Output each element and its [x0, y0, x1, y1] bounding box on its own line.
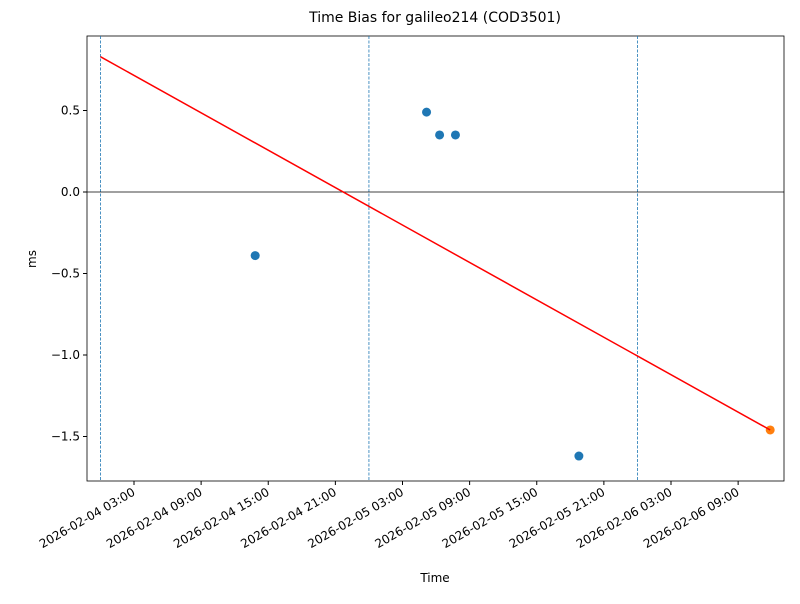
y-axis-label: ms — [25, 250, 39, 268]
data-point — [450, 130, 460, 140]
fit-line — [100, 56, 771, 431]
data-point — [574, 451, 584, 461]
y-tick-label: 0.5 — [61, 103, 80, 117]
y-tick-label: −0.5 — [51, 266, 80, 280]
data-point — [422, 107, 432, 117]
data-point — [435, 130, 445, 140]
y-tick-label: 0.0 — [61, 185, 80, 199]
data-point — [250, 251, 260, 261]
chart-title: Time Bias for galileo214 (COD3501) — [308, 10, 561, 26]
y-tick-label: −1.5 — [51, 430, 80, 444]
plot-frame — [86, 35, 785, 482]
x-axis-label: Time — [419, 571, 449, 585]
y-tick-label: −1.0 — [51, 348, 80, 362]
